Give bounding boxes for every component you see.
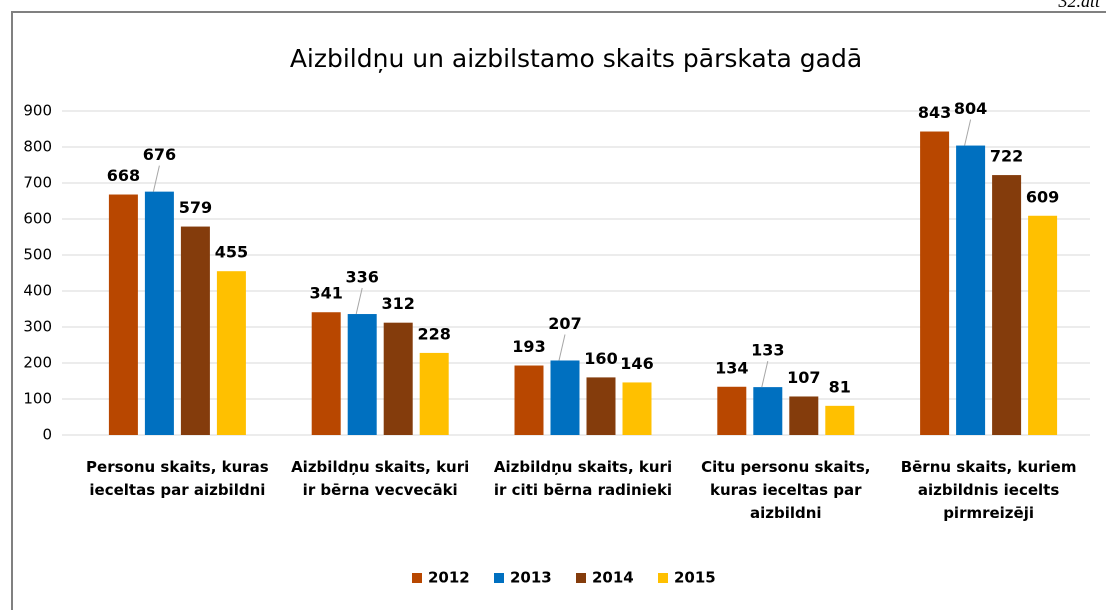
bar	[920, 131, 950, 435]
leader-line	[355, 287, 363, 315]
x-tick-label: Bērnu skaits, kuriem aizbildnis iecelts …	[900, 458, 1077, 522]
bar	[419, 352, 449, 435]
x-tick-label: Citu personu skaits, kuras ieceltas par …	[701, 458, 871, 522]
data-label: 228	[417, 324, 450, 343]
x-tick-label: Personu skaits, kuras ieceltas par aizbi…	[86, 458, 269, 499]
data-label: 336	[345, 268, 378, 287]
bar	[383, 322, 413, 435]
leader-line	[761, 361, 769, 388]
legend-label: 2014	[592, 569, 634, 587]
x-tick-label: Aizbildņu skaits, kuri ir citi bērna rad…	[493, 458, 673, 499]
data-label: 676	[143, 145, 176, 164]
data-label: 134	[715, 358, 748, 377]
data-label: 668	[107, 166, 140, 185]
data-label: 722	[990, 147, 1023, 166]
bar	[622, 382, 652, 435]
leader-line	[152, 165, 160, 192]
data-label: 341	[309, 284, 342, 303]
data-label: 133	[751, 341, 784, 360]
data-label: 160	[584, 349, 617, 368]
data-label: 207	[548, 314, 581, 333]
bar	[180, 226, 210, 435]
bar	[825, 405, 855, 435]
chart-title: Aizbildņu un aizbilstamo skaits pārskata…	[290, 44, 862, 73]
data-label: 81	[829, 377, 851, 396]
y-tick-label: 100	[23, 390, 52, 408]
data-label: 843	[918, 103, 951, 122]
bar	[108, 194, 138, 435]
bar	[550, 360, 580, 435]
data-label: 312	[381, 294, 414, 313]
legend-label: 2013	[510, 569, 552, 587]
data-label: 193	[512, 337, 545, 356]
y-tick-label: 0	[42, 426, 52, 444]
y-tick-label: 200	[23, 354, 52, 372]
y-tick-label: 600	[23, 210, 52, 228]
y-tick-label: 700	[23, 174, 52, 192]
bar	[956, 145, 986, 435]
legend-label: 2012	[428, 569, 470, 587]
y-tick-label: 300	[23, 318, 52, 336]
data-label: 107	[787, 368, 820, 387]
y-tick-label: 500	[23, 246, 52, 264]
leader-line	[558, 334, 566, 361]
data-label: 609	[1026, 187, 1059, 206]
figure-number: 32.att	[1057, 0, 1101, 11]
bar	[753, 387, 783, 435]
data-label: 455	[215, 243, 248, 262]
bar	[216, 271, 246, 435]
x-tick-label: Aizbildņu skaits, kuri ir bērna vecvecāk…	[291, 458, 470, 499]
data-label: 146	[620, 354, 653, 373]
legend-swatch	[412, 573, 422, 583]
y-tick-label: 400	[23, 282, 52, 300]
bar	[992, 175, 1022, 435]
bar	[514, 365, 544, 435]
bar	[1028, 215, 1058, 435]
bar	[789, 396, 819, 435]
legend-swatch	[494, 573, 504, 583]
bar	[144, 191, 174, 435]
data-label: 579	[179, 198, 212, 217]
bar	[311, 312, 341, 435]
data-label: 804	[954, 99, 987, 118]
bar	[347, 314, 377, 435]
bar	[586, 377, 616, 435]
legend-swatch	[576, 573, 586, 583]
y-tick-label: 900	[23, 102, 52, 120]
leader-line	[964, 119, 972, 146]
y-tick-label: 800	[23, 138, 52, 156]
legend-label: 2015	[674, 569, 716, 587]
legend-swatch	[658, 573, 668, 583]
bar	[717, 386, 747, 435]
